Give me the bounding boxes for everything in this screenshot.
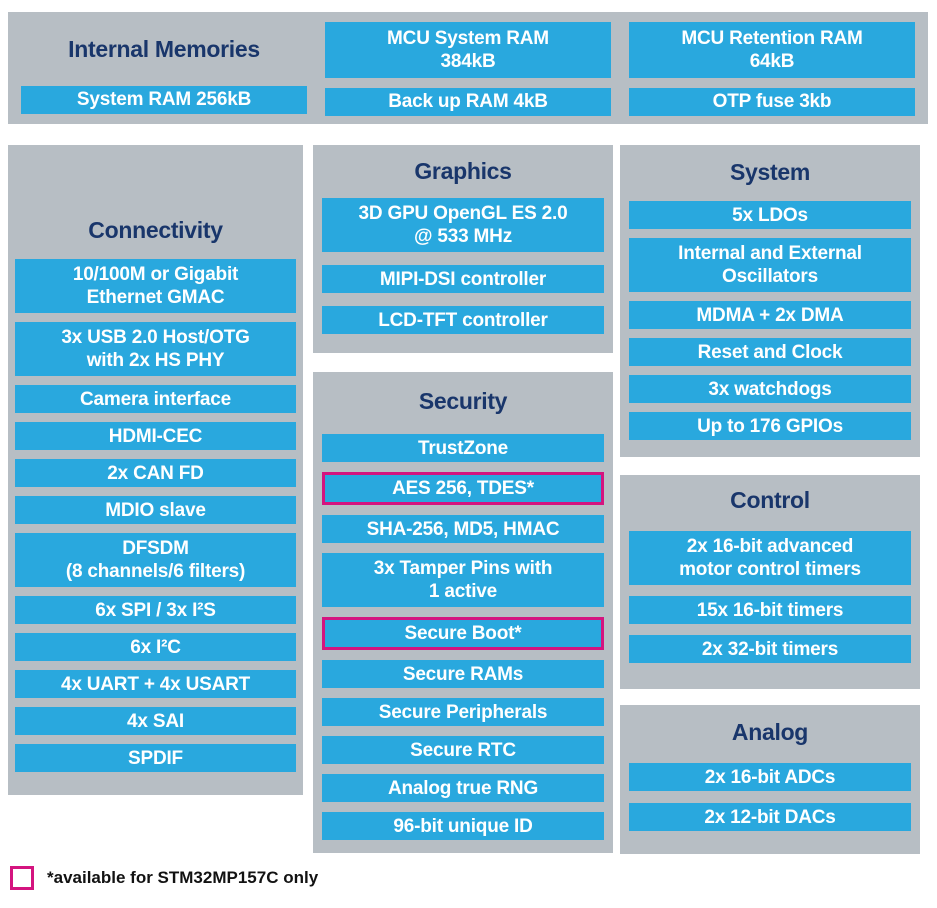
memories-column-middle: MCU System RAM 384kB Back up RAM 4kB: [325, 22, 611, 116]
security-blocks: TrustZone AES 256, TDES* SHA-256, MD5, H…: [322, 434, 604, 841]
block-secure-rtc: Secure RTC: [322, 736, 604, 765]
block-32bit-timers: 2x 32-bit timers: [629, 635, 911, 664]
block-i2c: 6x I²C: [15, 633, 296, 662]
block-mcu-system-ram: MCU System RAM 384kB: [325, 22, 611, 78]
block-oscillators: Internal and External Oscillators: [629, 238, 911, 293]
block-sha-md5-hmac: SHA-256, MD5, HMAC: [322, 515, 604, 544]
block-camera-interface: Camera interface: [15, 385, 296, 414]
legend-note: *available for STM32MP157C only: [47, 868, 319, 887]
block-dfsdm: DFSDM (8 channels/6 filters): [15, 533, 296, 588]
panel-system: System 5x LDOs Internal and External Osc…: [620, 145, 920, 457]
graphics-blocks: 3D GPU OpenGL ES 2.0 @ 533 MHz MIPI-DSI …: [322, 198, 604, 335]
panel-title-analog: Analog: [731, 719, 809, 745]
block-watchdogs: 3x watchdogs: [629, 375, 911, 404]
block-spdif: SPDIF: [15, 744, 296, 773]
legend: *available for STM32MP157C only: [10, 866, 318, 890]
block-mipi-dsi-controller: MIPI-DSI controller: [322, 265, 604, 294]
panel-control: Control 2x 16-bit advanced motor control…: [620, 475, 920, 689]
block-otp-fuse: OTP fuse 3kb: [629, 88, 915, 116]
panel-title-connectivity: Connectivity: [88, 217, 223, 243]
block-mdma-dma: MDMA + 2x DMA: [629, 301, 911, 330]
panel-title-system: System: [729, 159, 811, 185]
block-gpu-opengl: 3D GPU OpenGL ES 2.0 @ 533 MHz: [322, 198, 604, 253]
block-usb-host-otg: 3x USB 2.0 Host/OTG with 2x HS PHY: [15, 322, 296, 377]
block-motor-control-timers: 2x 16-bit advanced motor control timers: [629, 531, 911, 586]
block-trustzone: TrustZone: [322, 434, 604, 463]
panel-title-internal-memories: Internal Memories: [68, 35, 260, 62]
panel-analog: Analog 2x 16-bit ADCs 2x 12-bit DACs: [620, 705, 920, 854]
block-tamper-pins: 3x Tamper Pins with 1 active: [322, 553, 604, 608]
block-uart-usart: 4x UART + 4x USART: [15, 670, 296, 699]
block-ethernet-gmac: 10/100M or Gigabit Ethernet GMAC: [15, 259, 296, 314]
system-blocks: 5x LDOs Internal and External Oscillator…: [629, 201, 911, 441]
analog-blocks: 2x 16-bit ADCs 2x 12-bit DACs: [629, 763, 911, 832]
block-backup-ram: Back up RAM 4kB: [325, 88, 611, 116]
block-gpios: Up to 176 GPIOs: [629, 412, 911, 441]
block-secure-rams: Secure RAMs: [322, 660, 604, 689]
panel-title-graphics: Graphics: [414, 158, 512, 184]
block-16bit-timers: 15x 16-bit timers: [629, 596, 911, 625]
panel-title-control: Control: [730, 487, 810, 513]
block-sai: 4x SAI: [15, 707, 296, 736]
block-mdio-slave: MDIO slave: [15, 496, 296, 525]
highlight-swatch-icon: [10, 866, 34, 890]
panel-internal-memories: Internal Memories System RAM 256kB MCU S…: [8, 12, 928, 124]
panel-connectivity: Connectivity 10/100M or Gigabit Ethernet…: [8, 145, 303, 795]
block-analog-true-rng: Analog true RNG: [322, 774, 604, 803]
memories-column-right: MCU Retention RAM 64kB OTP fuse 3kb: [629, 22, 915, 116]
block-dacs: 2x 12-bit DACs: [629, 803, 911, 832]
memories-column-left: Internal Memories System RAM 256kB: [21, 22, 307, 114]
block-lcd-tft-controller: LCD-TFT controller: [322, 306, 604, 335]
panel-graphics: Graphics 3D GPU OpenGL ES 2.0 @ 533 MHz …: [313, 145, 613, 353]
block-system-ram: System RAM 256kB: [21, 86, 307, 114]
panel-security: Security TrustZone AES 256, TDES* SHA-25…: [313, 372, 613, 853]
connectivity-blocks: 10/100M or Gigabit Ethernet GMAC 3x USB …: [15, 259, 296, 773]
block-ldos: 5x LDOs: [629, 201, 911, 230]
block-spi-i2s: 6x SPI / 3x I²S: [15, 596, 296, 625]
block-96bit-unique-id: 96-bit unique ID: [322, 812, 604, 841]
block-secure-boot: Secure Boot*: [322, 617, 604, 651]
block-adcs: 2x 16-bit ADCs: [629, 763, 911, 792]
control-blocks: 2x 16-bit advanced motor control timers …: [629, 531, 911, 664]
block-aes-tdes: AES 256, TDES*: [322, 472, 604, 506]
block-hdmi-cec: HDMI-CEC: [15, 422, 296, 451]
block-secure-peripherals: Secure Peripherals: [322, 698, 604, 727]
block-can-fd: 2x CAN FD: [15, 459, 296, 488]
block-mcu-retention-ram: MCU Retention RAM 64kB: [629, 22, 915, 78]
block-reset-and-clock: Reset and Clock: [629, 338, 911, 367]
panel-title-security: Security: [418, 388, 508, 414]
